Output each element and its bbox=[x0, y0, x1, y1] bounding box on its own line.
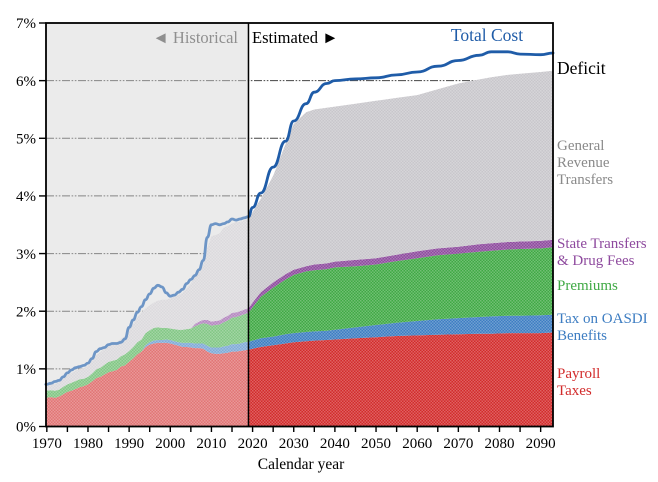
y-tick-label: 2% bbox=[16, 304, 36, 320]
x-tick-label: 1980 bbox=[73, 436, 103, 452]
deficit-label: Deficit bbox=[557, 58, 606, 78]
historical-region-label: ◄ Historical bbox=[152, 28, 238, 47]
plot-area: 0% 1% 2% 3% 4% 5% 6% 7% 1970 1980 1990 2000 2010 2020… bbox=[16, 16, 556, 452]
x-tick-label: 2070 bbox=[443, 436, 473, 452]
x-tick-label: 2020 bbox=[238, 436, 268, 452]
y-tick-label: 6% bbox=[16, 74, 36, 90]
y-tick-label: 1% bbox=[16, 362, 36, 378]
x-tick-label: 2040 bbox=[320, 436, 350, 452]
oasdi-label-line-2: Benefits bbox=[557, 328, 607, 344]
estimated-region-label: Estimated ► bbox=[252, 28, 338, 47]
x-tick-label: 2010 bbox=[196, 436, 226, 452]
payroll-label-line-1: Payroll bbox=[557, 366, 600, 382]
total-cost-label: Total Cost bbox=[451, 25, 523, 45]
y-tick-label: 0% bbox=[16, 420, 36, 436]
x-tick-label: 1970 bbox=[32, 436, 62, 452]
grt-label-line-2: Revenue bbox=[557, 155, 610, 171]
y-tick-label: 3% bbox=[16, 247, 36, 263]
area-texture-overlay bbox=[46, 70, 553, 427]
x-tick-label: 2050 bbox=[361, 436, 391, 452]
y-tick-label: 5% bbox=[16, 131, 36, 147]
oasdi-label-line-1: Tax on OASDI bbox=[557, 311, 648, 327]
x-tick-label: 2090 bbox=[526, 436, 556, 452]
grt-label-line-1: General bbox=[557, 138, 604, 154]
x-axis-title: Calendar year bbox=[258, 456, 345, 473]
state-transfers-label-line-2: & Drug Fees bbox=[557, 253, 635, 269]
state-transfers-label-line-1: State Transfers bbox=[557, 236, 647, 252]
x-tick-label: 2080 bbox=[485, 436, 515, 452]
premiums-label: Premiums bbox=[557, 278, 618, 294]
y-tick-label: 7% bbox=[16, 16, 36, 32]
x-tick-label: 1990 bbox=[114, 436, 144, 452]
x-tick-label: 2000 bbox=[155, 436, 185, 452]
plot-border bbox=[45, 22, 554, 428]
payroll-label-line-2: Taxes bbox=[557, 383, 592, 399]
grt-label-line-3: Transfers bbox=[557, 172, 613, 188]
total-cost-line bbox=[44, 50, 555, 386]
historical-muting-overlay bbox=[46, 23, 249, 427]
x-tick-label: 2030 bbox=[279, 436, 309, 452]
x-tick-label: 2060 bbox=[402, 436, 432, 452]
y-tick-label: 4% bbox=[16, 189, 36, 205]
